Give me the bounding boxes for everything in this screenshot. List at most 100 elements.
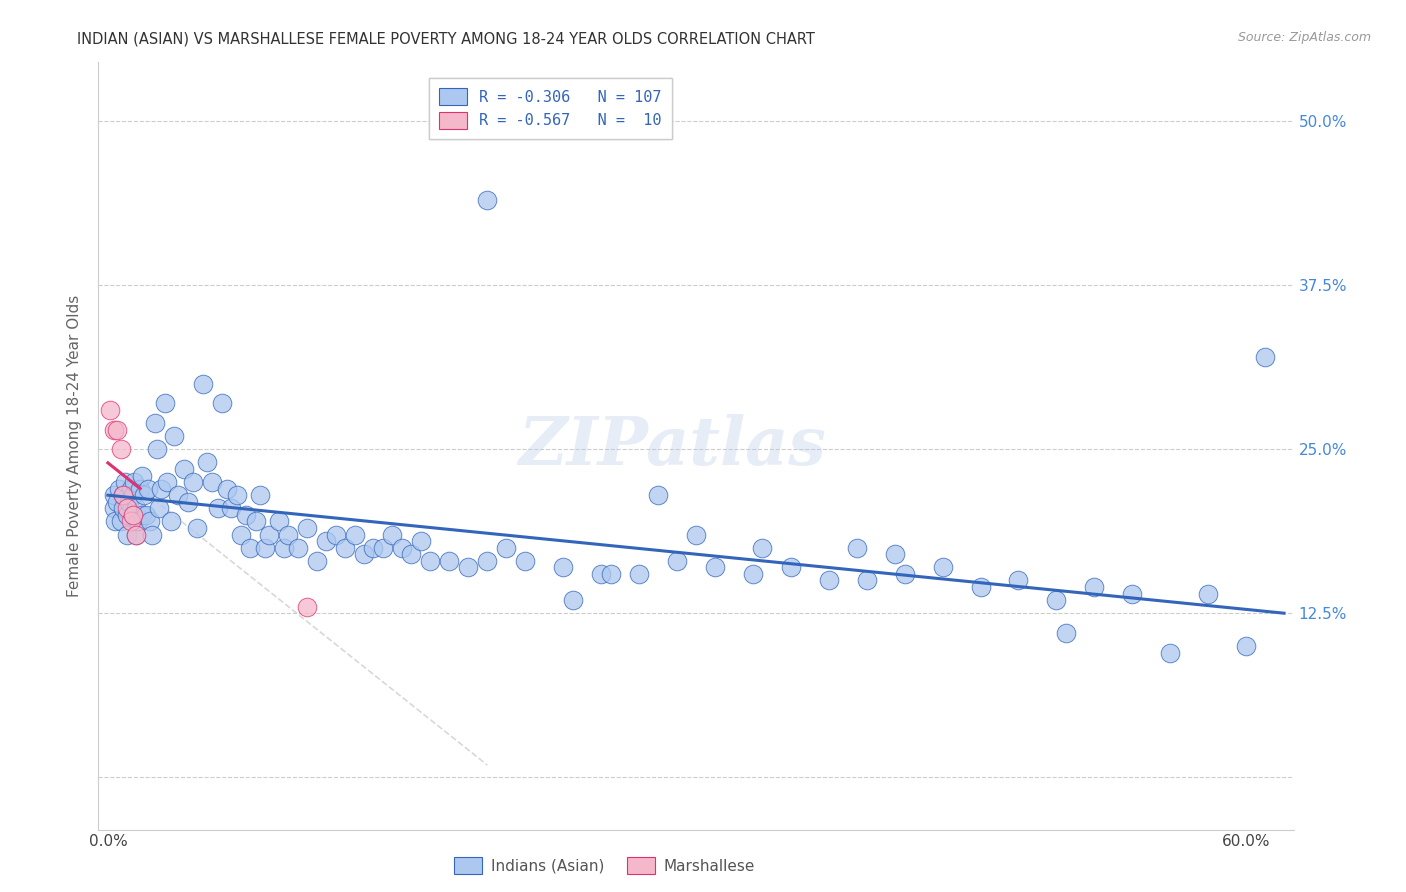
Point xyxy=(229,527,252,541)
Point xyxy=(115,508,138,522)
Point xyxy=(153,396,176,410)
Point xyxy=(225,488,247,502)
Point xyxy=(173,462,195,476)
Point xyxy=(1054,625,1077,640)
Point xyxy=(125,501,148,516)
Point xyxy=(150,482,173,496)
Point xyxy=(287,541,309,555)
Text: ZIPatlas: ZIPatlas xyxy=(519,414,825,478)
Point xyxy=(163,429,186,443)
Point xyxy=(817,574,839,588)
Point xyxy=(127,515,149,529)
Point xyxy=(273,541,295,555)
Point xyxy=(1083,580,1105,594)
Point xyxy=(1197,586,1219,600)
Point xyxy=(201,475,224,489)
Point xyxy=(135,508,157,522)
Point xyxy=(131,468,153,483)
Point xyxy=(1254,351,1277,365)
Legend: Indians (Asian), Marshallese: Indians (Asian), Marshallese xyxy=(449,851,761,880)
Point xyxy=(439,554,461,568)
Point xyxy=(156,475,179,489)
Point xyxy=(553,560,575,574)
Point xyxy=(105,423,128,437)
Point xyxy=(131,508,153,522)
Point xyxy=(846,541,869,555)
Point xyxy=(98,403,121,417)
Point xyxy=(647,488,669,502)
Point xyxy=(249,488,271,502)
Point xyxy=(315,534,337,549)
Point xyxy=(591,566,613,581)
Point xyxy=(333,541,356,555)
Point xyxy=(110,442,132,457)
Point xyxy=(931,560,953,574)
Point xyxy=(115,501,138,516)
Point xyxy=(855,574,877,588)
Point xyxy=(191,376,214,391)
Point xyxy=(121,488,143,502)
Point xyxy=(112,488,135,502)
Point xyxy=(741,566,763,581)
Point xyxy=(343,527,366,541)
Point xyxy=(257,527,280,541)
Point xyxy=(143,416,166,430)
Point xyxy=(112,501,135,516)
Point xyxy=(115,527,138,541)
Point xyxy=(112,488,135,502)
Point xyxy=(1007,574,1029,588)
Text: INDIAN (ASIAN) VS MARSHALLESE FEMALE POVERTY AMONG 18-24 YEAR OLDS CORRELATION C: INDIAN (ASIAN) VS MARSHALLESE FEMALE POV… xyxy=(77,31,815,46)
Point xyxy=(277,527,299,541)
Point xyxy=(114,475,136,489)
Point xyxy=(195,455,218,469)
Point xyxy=(363,541,385,555)
Point xyxy=(457,560,479,574)
Point xyxy=(186,521,208,535)
Point xyxy=(477,554,499,568)
Legend: R = -0.306   N = 107, R = -0.567   N =  10: R = -0.306 N = 107, R = -0.567 N = 10 xyxy=(429,78,672,139)
Point xyxy=(884,547,907,561)
Point xyxy=(353,547,375,561)
Point xyxy=(104,515,127,529)
Point xyxy=(219,501,242,516)
Point xyxy=(207,501,229,516)
Point xyxy=(1045,593,1067,607)
Point xyxy=(103,488,125,502)
Point xyxy=(1121,586,1143,600)
Point xyxy=(176,494,198,508)
Point xyxy=(120,482,142,496)
Point xyxy=(893,566,915,581)
Point xyxy=(381,527,404,541)
Point xyxy=(391,541,413,555)
Text: Source: ZipAtlas.com: Source: ZipAtlas.com xyxy=(1237,31,1371,45)
Point xyxy=(138,515,160,529)
Point xyxy=(401,547,423,561)
Point xyxy=(325,527,347,541)
Point xyxy=(267,515,290,529)
Point xyxy=(779,560,801,574)
Point xyxy=(685,527,707,541)
Point xyxy=(148,501,170,516)
Point xyxy=(121,508,143,522)
Point xyxy=(235,508,257,522)
Point xyxy=(167,488,190,502)
Point xyxy=(599,566,621,581)
Point xyxy=(110,515,132,529)
Point xyxy=(751,541,773,555)
Point xyxy=(129,482,152,496)
Point xyxy=(132,488,155,502)
Point xyxy=(125,527,148,541)
Point xyxy=(103,423,125,437)
Point xyxy=(371,541,394,555)
Point xyxy=(120,515,142,529)
Point xyxy=(419,554,441,568)
Y-axis label: Female Poverty Among 18-24 Year Olds: Female Poverty Among 18-24 Year Olds xyxy=(67,295,83,597)
Point xyxy=(409,534,432,549)
Point xyxy=(1234,639,1257,653)
Point xyxy=(969,580,991,594)
Point xyxy=(217,482,239,496)
Point xyxy=(125,527,148,541)
Point xyxy=(477,193,499,207)
Point xyxy=(105,494,128,508)
Point xyxy=(118,494,141,508)
